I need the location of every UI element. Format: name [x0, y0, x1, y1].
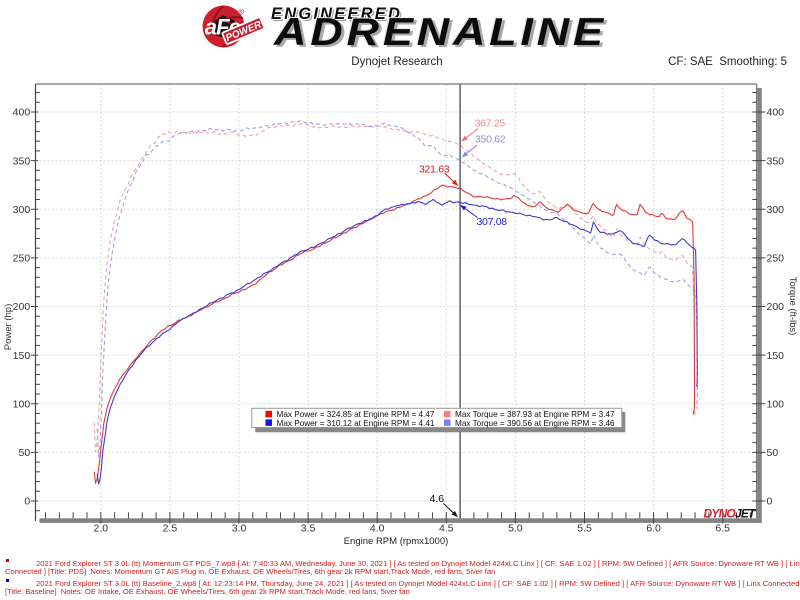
svg-text:150: 150: [13, 350, 31, 362]
svg-text:DYNOJET: DYNOJET: [704, 507, 758, 521]
svg-text:6.5: 6.5: [715, 523, 730, 535]
svg-text:100: 100: [13, 398, 31, 410]
svg-text:3.0: 3.0: [232, 523, 247, 535]
svg-text:300: 300: [767, 204, 785, 216]
svg-text:150: 150: [767, 350, 785, 362]
svg-text:Power (hp): Power (hp): [3, 304, 14, 350]
svg-text:0: 0: [767, 496, 773, 508]
svg-text:3.5: 3.5: [301, 523, 316, 535]
svg-text:200: 200: [767, 301, 785, 313]
svg-text:Max Torque = 390.56 at Engine: Max Torque = 390.56 at Engine RPM = 3.46: [455, 419, 615, 428]
svg-text:350.62: 350.62: [475, 134, 506, 146]
svg-text:5.0: 5.0: [508, 523, 523, 535]
svg-text:200: 200: [13, 301, 31, 313]
svg-text:4.6: 4.6: [430, 493, 445, 505]
svg-text:50: 50: [19, 447, 31, 459]
svg-text:250: 250: [767, 253, 785, 265]
svg-text:4.5: 4.5: [439, 523, 454, 535]
svg-text:350: 350: [767, 155, 785, 167]
svg-text:100: 100: [767, 398, 785, 410]
svg-text:Torque (ft-lbs): Torque (ft-lbs): [787, 277, 798, 336]
svg-text:R: R: [239, 10, 243, 15]
svg-text:400: 400: [13, 107, 31, 119]
svg-text:307.08: 307.08: [477, 216, 508, 228]
svg-text:250: 250: [13, 253, 31, 265]
svg-text:4.0: 4.0: [370, 523, 385, 535]
svg-text:2.5: 2.5: [163, 523, 178, 535]
svg-text:2.0: 2.0: [93, 523, 108, 535]
svg-text:6.0: 6.0: [646, 523, 661, 535]
svg-text:367.25: 367.25: [475, 117, 506, 129]
svg-text:Max Torque = 387.93 at Engine: Max Torque = 387.93 at Engine RPM = 3.47: [455, 410, 615, 419]
svg-text:321.63: 321.63: [419, 163, 450, 175]
svg-text:Max Power = 324.85 at Engine R: Max Power = 324.85 at Engine RPM = 4.47: [277, 410, 435, 419]
svg-text:0: 0: [24, 496, 30, 508]
svg-text:5.5: 5.5: [577, 523, 592, 535]
svg-text:50: 50: [767, 447, 779, 459]
svg-text:400: 400: [767, 107, 785, 119]
svg-text:Engine RPM (rpmx1000): Engine RPM (rpmx1000): [344, 536, 449, 547]
svg-text:300: 300: [13, 204, 31, 216]
svg-text:350: 350: [13, 155, 31, 167]
svg-text:Max Power = 310.12 at Engine R: Max Power = 310.12 at Engine RPM = 4.41: [277, 419, 435, 428]
